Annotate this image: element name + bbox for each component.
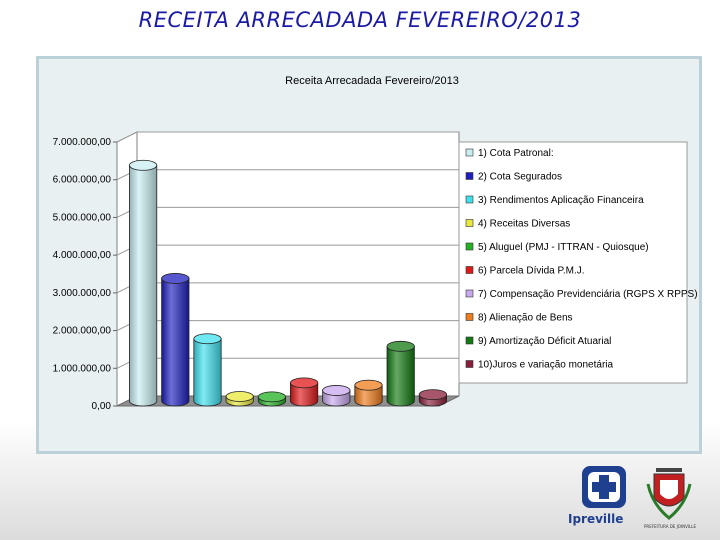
legend-swatch-8 [465, 313, 474, 321]
legend-swatch-3 [465, 195, 474, 204]
legend-swatch-1 [465, 148, 474, 157]
y-tick-label: 1.000.000,00 [53, 363, 112, 374]
legend-label-1: 1) Cota Patronal: [478, 148, 554, 159]
legend-swatch-6 [465, 266, 474, 274]
legend-box [458, 141, 688, 384]
legend-label-2: 2) Cota Segurados [478, 172, 562, 183]
bar-top [386, 340, 415, 352]
bar-body [129, 164, 158, 407]
y-tick-label: 5.000.000,00 [53, 212, 112, 223]
logos-area: Ipreville PREFEITURA DE JOINVILLE [560, 464, 710, 532]
legend-swatch-4 [465, 219, 474, 227]
legend-swatch-10 [465, 360, 474, 368]
legend-swatch-9 [465, 336, 474, 345]
bar-4 [225, 391, 254, 407]
gridline-side [116, 131, 138, 143]
legend-label-9: 9) Amortização Déficit Atuarial [478, 336, 611, 347]
legend-swatch-7 [465, 289, 474, 298]
y-tick-label: 0,00 [92, 401, 112, 412]
prefeitura-logo-text: PREFEITURA DE JOINVILLE [644, 524, 697, 529]
bar-3 [193, 333, 222, 407]
bar-top [161, 273, 190, 284]
bar-body [193, 338, 222, 407]
bar-7 [322, 385, 351, 407]
legend-label-3: 3) Rendimentos Aplicação Financeira [478, 195, 644, 206]
prefeitura-coat-of-arms [646, 468, 692, 520]
legend-label-4: 4) Receitas Diversas [478, 219, 570, 230]
y-tick-label: 3.000.000,00 [53, 288, 112, 299]
bar-6 [290, 377, 319, 407]
legend-label-6: 6) Parcela Dívida P.M.J. [478, 266, 585, 277]
bar-8 [354, 379, 383, 407]
chart-frame: Receita Arrecadada Fevereiro/2013 0,00 1.… [36, 56, 702, 454]
bar-top [290, 377, 319, 389]
bar-10 [418, 389, 447, 407]
legend-label-10: 10)Juros e variação monetária [478, 360, 614, 371]
bar-top [257, 391, 286, 403]
bar-body [354, 384, 383, 407]
legend-label-5: 5) Aluguel (PMJ - ITTRAN - Quiosque) [478, 242, 649, 253]
bar-body [161, 278, 190, 407]
y-tick-label: 2.000.000,00 [53, 326, 112, 337]
bar-body [386, 345, 415, 407]
bar-top [418, 389, 447, 400]
bar-top [193, 333, 222, 345]
bar-2 [161, 273, 190, 407]
bar-9 [386, 340, 415, 407]
legend-label-7: 7) Compensação Previdenciária (RGPS X RP… [478, 289, 698, 300]
legend: 1) Cota Patronal: 2) Cota Segurados 3) Ren… [458, 141, 698, 384]
ipreville-logo [582, 466, 626, 508]
y-tick-label: 6.000.000,00 [53, 175, 112, 186]
slide-title: RECEITA ARRECADADA FEVEREIRO/2013 [138, 8, 582, 32]
bar-chart: Receita Arrecadada Fevereiro/2013 0,00 1.… [53, 75, 698, 412]
y-tick-label: 4.000.000,00 [53, 250, 112, 261]
bar-body [290, 382, 319, 407]
bar-top [129, 159, 158, 171]
legend-swatch-5 [465, 242, 474, 251]
y-tick-label: 7.000.000,00 [53, 137, 112, 148]
bar-5 [257, 391, 286, 407]
legend-swatch-2 [465, 172, 474, 180]
bar-top [322, 385, 351, 396]
ipreville-logo-text: Ipreville [568, 512, 624, 526]
bars-layer [129, 159, 447, 407]
legend-label-8: 8) Alienação de Bens [478, 313, 573, 324]
chart-title: Receita Arrecadada Fevereiro/2013 [285, 75, 459, 87]
bar-1 [129, 159, 158, 407]
bar-top [225, 391, 254, 402]
bar-top [354, 379, 383, 391]
